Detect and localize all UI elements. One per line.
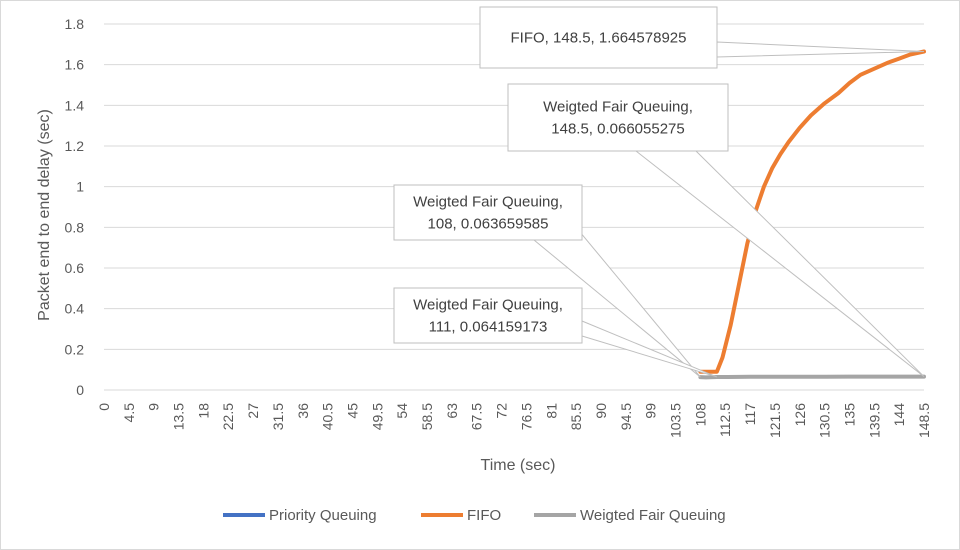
callout-box [507, 83, 729, 152]
x-tick-label: 58.5 [419, 403, 435, 430]
data-callouts: FIFO, 148.5, 1.664578925 Weigted Fair Que… [393, 6, 925, 378]
x-tick-label: 99 [643, 403, 659, 419]
y-tick-label: 0.2 [65, 341, 85, 357]
x-tick-label: 130.5 [817, 403, 833, 438]
x-tick-label: 126 [792, 403, 808, 427]
x-tick-label: 112.5 [717, 403, 733, 437]
legend-label: Weigted Fair Queuing [580, 507, 726, 524]
x-tick-label: 27 [245, 403, 261, 419]
x-tick-label: 81 [543, 403, 559, 419]
x-axis-title: Time (sec) [481, 457, 556, 474]
y-tick-label: 1.6 [65, 57, 85, 73]
x-tick-label: 144 [891, 403, 907, 427]
x-tick-label: 139.5 [866, 403, 882, 438]
callout-label: 108, 0.063659585 [428, 216, 549, 233]
data-callout: Weigted Fair Queuing, 148.5, 0.066055275 [507, 83, 925, 377]
y-axis-ticks: 0 0.2 0.4 0.6 0.8 1 1.2 1.4 1.6 1.8 [65, 16, 85, 398]
x-tick-label: 0 [96, 403, 112, 411]
data-callout: Weigted Fair Queuing, 108, 0.063659585 [393, 184, 701, 378]
x-tick-label: 135 [841, 403, 857, 427]
x-tick-label: 90 [593, 403, 609, 419]
x-tick-label: 85.5 [568, 403, 584, 430]
x-tick-label: 40.5 [320, 403, 336, 430]
x-tick-label: 22.5 [220, 403, 236, 430]
callout-label: 111, 0.064159173 [429, 319, 548, 336]
legend: Priority Queuing FIFO Weigted Fair Queuing [223, 507, 726, 524]
y-tick-label: 0.4 [65, 301, 85, 317]
x-tick-label: 54 [394, 403, 410, 419]
x-tick-label: 76.5 [518, 403, 534, 430]
y-tick-label: 1 [76, 179, 84, 195]
x-tick-label: 9 [146, 403, 162, 411]
callout-label: Weigted Fair Queuing, [413, 194, 563, 211]
x-tick-label: 94.5 [618, 403, 634, 430]
callout-leader [716, 41, 925, 58]
y-tick-label: 0 [76, 382, 84, 398]
data-callout: FIFO, 148.5, 1.664578925 [479, 6, 925, 69]
callout-label: 148.5, 0.066055275 [551, 121, 684, 138]
callout-leader [634, 150, 925, 377]
x-tick-label: 121.5 [767, 403, 783, 438]
x-tick-label: 63 [444, 403, 460, 419]
x-tick-label: 36 [295, 403, 311, 419]
data-callout: Weigted Fair Queuing, 111, 0.064159173 [393, 287, 718, 378]
y-tick-label: 0.8 [65, 219, 85, 235]
x-tick-label: 49.5 [369, 403, 385, 430]
x-tick-label: 18 [195, 403, 211, 419]
callout-label: Weigted Fair Queuing, [543, 99, 693, 116]
series-line-1 [698, 49, 926, 374]
legend-label: FIFO [467, 507, 501, 524]
x-tick-label: 13.5 [171, 403, 187, 430]
y-tick-label: 1.4 [65, 97, 85, 113]
x-tick-label: 72 [494, 403, 510, 419]
x-tick-label: 117 [742, 403, 758, 426]
series-lines [698, 49, 926, 380]
callout-label: Weigted Fair Queuing, [413, 297, 563, 314]
callout-box [393, 287, 583, 344]
callout-label: FIFO, 148.5, 1.664578925 [511, 30, 687, 47]
series-line-2 [698, 374, 926, 380]
x-tick-label: 103.5 [668, 403, 684, 438]
x-tick-label: 108 [692, 403, 708, 427]
x-tick-label: 4.5 [121, 403, 137, 423]
x-axis-ticks: 0 4.5 9 13.5 18 22.5 27 31.5 36 40.5 45 49.5 54 58.5 6… [96, 403, 932, 438]
x-tick-label: 45 [344, 403, 360, 419]
x-tick-label: 67.5 [469, 403, 485, 430]
legend-label: Priority Queuing [269, 507, 377, 524]
y-tick-label: 1.8 [65, 16, 85, 32]
callout-box [479, 6, 718, 69]
x-tick-label: 31.5 [270, 403, 286, 430]
y-axis-title: Packet end to end delay (sec) [36, 109, 53, 321]
x-tick-label: 148.5 [916, 403, 932, 438]
y-tick-label: 1.2 [65, 138, 85, 154]
y-tick-label: 0.6 [65, 260, 85, 276]
callout-box [393, 184, 583, 241]
